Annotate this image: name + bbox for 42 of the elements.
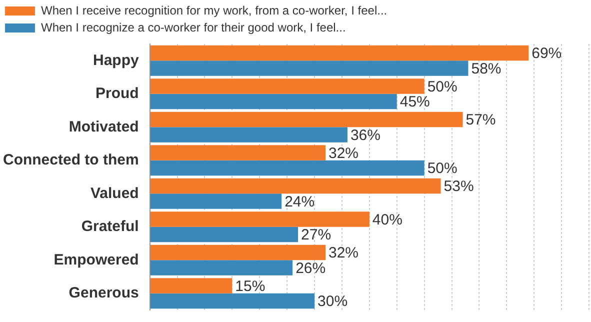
bar: [150, 145, 326, 160]
bar: [150, 244, 326, 260]
data-label: 40%: [372, 211, 402, 228]
data-label: 50%: [427, 78, 458, 96]
y-tick-label: Empowered: [54, 251, 139, 268]
y-tick-label: Proud: [95, 85, 139, 102]
data-label: 26%: [296, 260, 326, 277]
data-label: 15%: [235, 278, 266, 295]
y-tick-label: Happy: [92, 52, 140, 69]
bar: [150, 293, 315, 309]
data-label: 36%: [350, 126, 380, 144]
bar: [150, 60, 468, 76]
bar: [150, 194, 282, 209]
legend-label: When I receive recognition for my work, from a co-worker, I feel...: [41, 3, 388, 18]
data-label: 57%: [466, 112, 496, 129]
data-label: 32%: [328, 144, 359, 162]
legend-label: When I recognize a co-worker for their good work, I feel...: [41, 20, 346, 34]
data-label: 27%: [301, 226, 332, 244]
data-label: 50%: [427, 160, 458, 178]
data-label: 30%: [318, 293, 348, 310]
y-tick-label: Grateful: [81, 218, 139, 236]
data-label: 45%: [400, 94, 430, 111]
bar: [150, 178, 441, 194]
data-label: 53%: [444, 178, 474, 196]
data-label: 58%: [471, 60, 502, 78]
y-tick-label: Connected to them: [2, 152, 139, 169]
bar: [150, 45, 529, 61]
data-label: 69%: [532, 45, 562, 62]
y-tick-label: Generous: [68, 284, 139, 302]
bar: [150, 260, 293, 276]
bar: [150, 212, 370, 227]
y-tick-label: Motivated: [68, 118, 139, 136]
bar: [150, 278, 232, 294]
bar: [150, 226, 298, 242]
data-label: 24%: [284, 193, 315, 210]
bar: [150, 78, 424, 94]
y-tick-label: Valued: [90, 184, 139, 202]
data-label: 32%: [328, 244, 359, 262]
bar: [150, 94, 397, 110]
bar: [150, 112, 463, 128]
bar: [150, 160, 424, 176]
bar: [150, 127, 348, 142]
